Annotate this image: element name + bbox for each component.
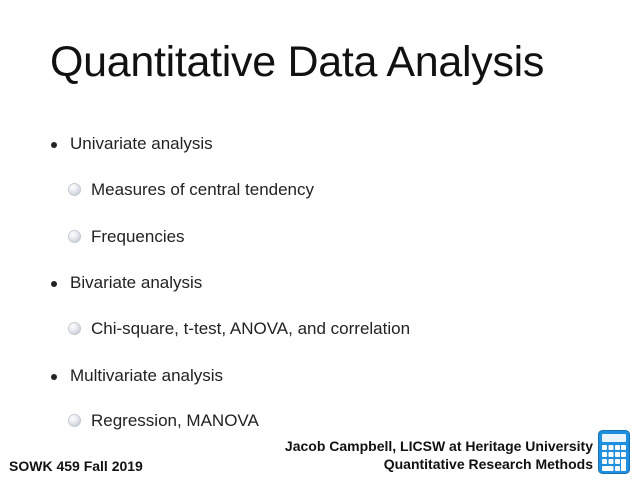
sub-bullet-text: Regression, MANOVA: [91, 411, 259, 430]
bullet-item: Bivariate analysis: [51, 273, 203, 293]
bullet-dot-icon: [51, 281, 57, 287]
bullet-dot-icon: [51, 374, 57, 380]
sub-bullet-dot-icon: [69, 184, 80, 195]
footer-course: SOWK 459 Fall 2019: [9, 458, 143, 474]
sub-bullet-text: Frequencies: [91, 227, 185, 246]
bullet-text: Bivariate analysis: [70, 273, 203, 292]
bullet-text: Multivariate analysis: [70, 366, 224, 385]
footer-course-title: Quantitative Research Methods: [383, 456, 593, 472]
bullet-dot-icon: [51, 142, 57, 148]
sub-bullet-text: Measures of central tendency: [91, 180, 315, 199]
sub-bullet-item: Frequencies: [69, 227, 185, 247]
sub-bullet-dot-icon: [69, 415, 80, 426]
bullet-text: Univariate analysis: [70, 134, 213, 153]
footer-credit: Jacob Campbell, LICSW at Heritage Univer…: [285, 437, 593, 473]
bullet-item: Univariate analysis: [51, 134, 213, 154]
sub-bullet-item: Chi-square, t-test, ANOVA, and correlati…: [69, 319, 411, 339]
sub-bullet-text: Chi-square, t-test, ANOVA, and correlati…: [91, 319, 411, 338]
sub-bullet-item: Measures of central tendency: [69, 180, 315, 200]
sub-bullet-item: Regression, MANOVA: [69, 411, 259, 431]
sub-bullet-dot-icon: [69, 323, 80, 334]
slide-title: Quantitative Data Analysis: [50, 38, 545, 86]
bullet-item: Multivariate analysis: [51, 366, 224, 386]
sub-bullet-dot-icon: [69, 231, 80, 242]
footer-author: Jacob Campbell, LICSW at Heritage Univer…: [284, 438, 593, 454]
calculator-icon: [598, 430, 630, 474]
